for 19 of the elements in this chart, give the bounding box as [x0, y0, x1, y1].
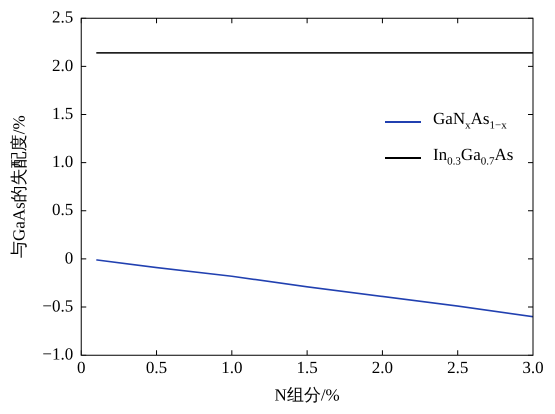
legend-label: GaN$_{x}$As$_{1−x}$ — [433, 108, 507, 134]
y-tick-label: −0.5 — [42, 296, 74, 316]
x-tick-label: 2.5 — [447, 358, 468, 377]
y-tick-label: −1.0 — [42, 344, 74, 364]
y-tick-label: 1.0 — [52, 152, 74, 172]
y-tick-label: 2.0 — [52, 56, 74, 75]
legend-label: In$_{0.3}$Ga$_{0.7}$As — [433, 144, 514, 170]
y-tick-label: 0 — [64, 248, 74, 268]
y-tick-label: 0.5 — [52, 200, 74, 220]
x-tick-label: 0 — [76, 358, 86, 377]
x-tick-label: 2.0 — [372, 358, 394, 377]
x-tick-label: 3.0 — [522, 358, 544, 377]
x-tick-label: 1.5 — [296, 358, 318, 377]
x-tick-label: 1.0 — [221, 358, 242, 377]
y-axis-title: 与GaAs的失配度/% — [10, 115, 29, 258]
y-tick-label: 1.5 — [52, 104, 74, 123]
x-axis-title: N组分/% — [274, 385, 340, 404]
y-tick-label: 2.5 — [52, 8, 74, 27]
x-tick-label: 0.5 — [146, 358, 168, 377]
